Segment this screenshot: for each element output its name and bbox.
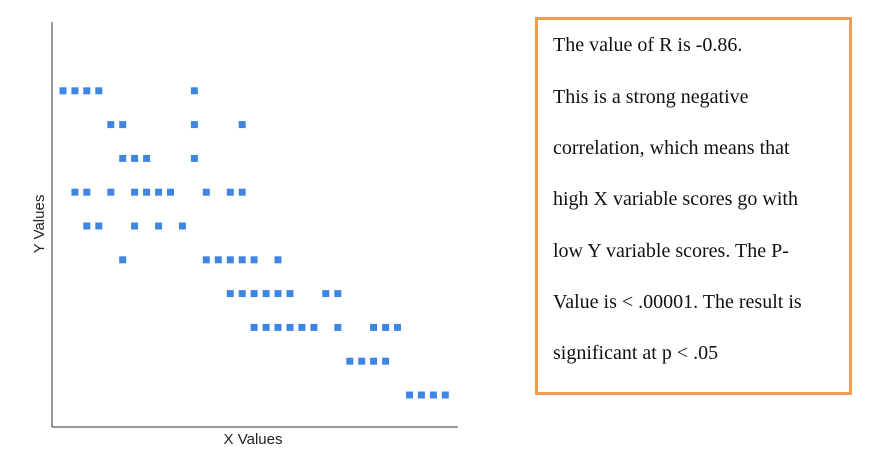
scatter-point-16 (131, 188, 139, 196)
scatter-plot-svg: X Values Y Values (31, 22, 458, 448)
result-line-r-value: The value of R is -0.86. (553, 34, 743, 56)
scatter-point-32 (238, 256, 246, 264)
scatter-point-40 (286, 290, 294, 298)
scatter-point-28 (119, 256, 127, 264)
scatter-point-12 (190, 154, 198, 162)
scatter-point-34 (274, 256, 282, 264)
scatter-point-47 (298, 323, 306, 331)
scatter-point-51 (382, 323, 390, 331)
result-line-strength: This is a strong negative (553, 86, 749, 108)
scatter-point-1 (71, 87, 79, 95)
scatter-point-7 (190, 121, 198, 129)
scatter-point-18 (155, 188, 163, 196)
scatter-point-52 (394, 323, 401, 331)
scatter-point-42 (334, 290, 342, 298)
scatter-point-17 (143, 188, 151, 196)
scatter-point-10 (131, 154, 139, 162)
scatter-point-0 (59, 87, 67, 95)
scatter-point-35 (226, 290, 234, 298)
scatter-point-39 (274, 290, 282, 298)
scatter-point-27 (178, 222, 186, 230)
scatter-point-48 (310, 323, 318, 331)
points-layer (59, 87, 449, 399)
scatter-point-13 (71, 188, 79, 196)
scatter-point-38 (262, 290, 270, 298)
scatter-point-41 (322, 290, 330, 298)
scatter-point-5 (107, 121, 115, 129)
scatter-point-30 (214, 256, 222, 264)
scatter-point-24 (95, 222, 103, 230)
scatter-point-29 (202, 256, 210, 264)
scatter-point-20 (202, 188, 210, 196)
scatter-point-43 (250, 323, 258, 331)
scatter-point-46 (286, 323, 294, 331)
scatter-point-19 (167, 188, 174, 196)
scatter-point-26 (155, 222, 163, 230)
result-line-correlation: correlation, which means that (553, 137, 790, 159)
scatter-point-59 (429, 391, 437, 399)
scatter-point-56 (382, 357, 390, 365)
scatter-point-37 (250, 290, 258, 298)
result-line-significance: significant at p < .05 (553, 342, 719, 364)
scatter-chart: X Values Y Values (31, 22, 458, 448)
scatter-point-6 (119, 121, 127, 129)
scatter-point-31 (226, 256, 234, 264)
scatter-point-2 (83, 87, 91, 95)
scatter-point-8 (238, 121, 246, 129)
scatter-point-21 (226, 188, 234, 196)
scatter-point-33 (250, 256, 258, 264)
scatter-point-58 (417, 391, 425, 399)
scatter-point-55 (370, 357, 378, 365)
result-line-p-value: Value is < .00001. The result is (553, 291, 802, 313)
scatter-point-3 (95, 87, 103, 95)
result-text-box: The value of R is -0.86. This is a stron… (535, 17, 852, 395)
scatter-point-23 (83, 222, 91, 230)
scatter-point-22 (238, 188, 246, 196)
y-axis-label: Y Values (31, 195, 48, 254)
scatter-point-25 (131, 222, 139, 230)
scatter-point-4 (190, 87, 198, 95)
x-axis-label: X Values (224, 431, 283, 448)
scatter-point-50 (370, 323, 378, 331)
scatter-point-54 (358, 357, 366, 365)
scatter-point-45 (274, 323, 282, 331)
scatter-point-44 (262, 323, 270, 331)
scatter-point-53 (346, 357, 354, 365)
result-line-low-y: low Y variable scores. The P- (553, 240, 789, 262)
result-line-high-x: high X variable scores go with (553, 188, 798, 210)
scatter-point-14 (83, 188, 91, 196)
scatter-point-60 (441, 391, 449, 399)
scatter-point-36 (238, 290, 246, 298)
scatter-point-9 (119, 154, 127, 162)
scatter-point-15 (107, 188, 115, 196)
scatter-point-57 (406, 391, 413, 399)
scatter-point-49 (334, 323, 342, 331)
scatter-point-11 (143, 154, 151, 162)
